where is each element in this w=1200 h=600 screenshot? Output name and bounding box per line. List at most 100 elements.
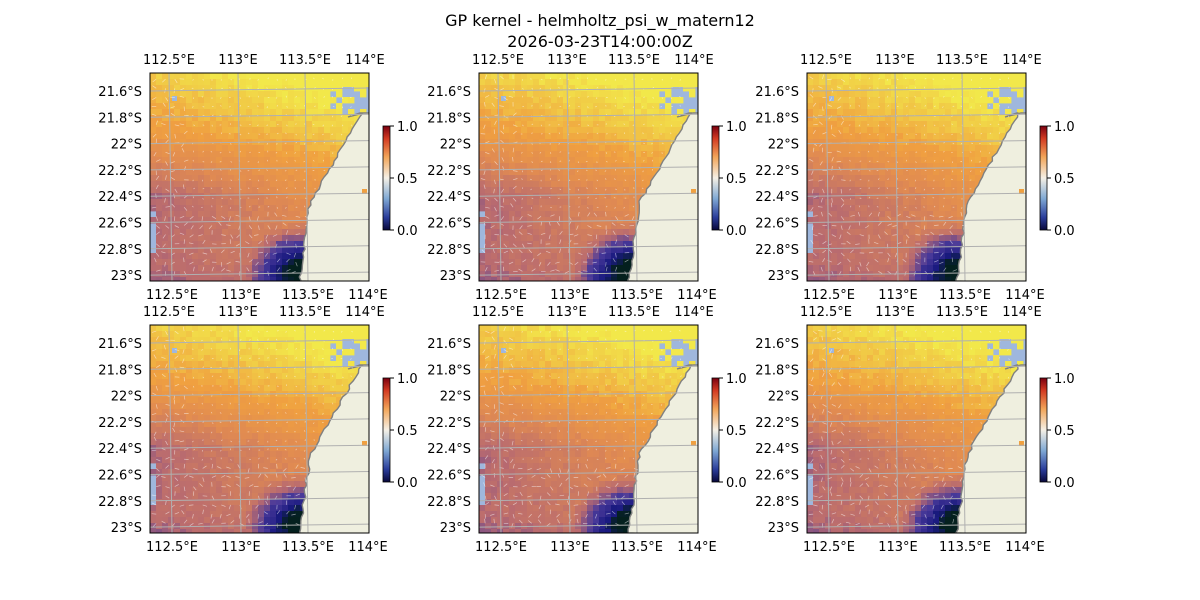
land-mass <box>626 112 698 281</box>
colorbar-tick-label: 1.0 <box>397 120 418 135</box>
quiver-arrows <box>808 329 1011 528</box>
x-tick-label-bottom: 113.5°E <box>939 288 991 303</box>
x-tick-label-bottom: 113.5°E <box>611 540 663 555</box>
x-tick-label-top: 113°E <box>547 305 587 320</box>
x-tick-label-bottom: 114°E <box>677 288 717 303</box>
y-tick-label: 21.8°S <box>427 363 471 378</box>
x-tick-label-top: 113.5°E <box>936 305 988 320</box>
y-tick-label: 22.6°S <box>755 469 799 484</box>
x-tick-label-top: 114°E <box>1002 53 1042 68</box>
x-tick-label-top: 112.5°E <box>472 53 524 68</box>
figure-title: GP kernel - helmholtz_psi_w_matern12 <box>445 11 755 31</box>
x-tick-label-top: 113°E <box>218 305 258 320</box>
marker-square <box>501 96 506 101</box>
x-tick-label-bottom: 113°E <box>550 540 590 555</box>
colorbar-tick-label: 0.0 <box>726 476 747 491</box>
y-tick-label: 22.8°S <box>755 243 799 258</box>
island-marker <box>362 189 367 194</box>
colorbar-tick-label: 0.0 <box>397 476 418 491</box>
x-tick-label-top: 112.5°E <box>800 53 852 68</box>
colorbar-tick-label: 0.5 <box>726 172 747 187</box>
ne-patch <box>983 325 1026 339</box>
map-area <box>479 73 698 281</box>
x-tick-label-bottom: 114°E <box>348 540 388 555</box>
x-tick-label-bottom: 113°E <box>221 540 261 555</box>
marker-square <box>172 348 177 353</box>
colorbar-tick-label: 0.5 <box>1054 424 1075 439</box>
y-tick-label: 23°S <box>440 521 471 536</box>
y-tick-label: 23°S <box>768 521 799 536</box>
x-tick-label-bottom: 113°E <box>878 540 918 555</box>
y-tick-label: 22°S <box>768 390 799 405</box>
map-panel-6: 112.5°E 112.5°E 113°E 113°E 113.5°E 113.5°E 11… <box>755 305 1074 555</box>
y-tick-label: 22.2°S <box>98 416 142 431</box>
island-marker <box>691 189 696 194</box>
y-tick-label: 22.2°S <box>755 416 799 431</box>
colorbar <box>1039 377 1048 483</box>
y-tick-label: 21.8°S <box>98 363 142 378</box>
y-tick-label: 22.4°S <box>755 442 799 457</box>
x-tick-label-top: 114°E <box>345 53 385 68</box>
colorbar <box>382 377 391 483</box>
axes-frame <box>806 324 1027 534</box>
x-tick-label-top: 113°E <box>547 53 587 68</box>
y-tick-label: 22.8°S <box>98 495 142 510</box>
y-tick-label: 22.8°S <box>427 495 471 510</box>
x-tick-label-bottom: 113°E <box>221 288 261 303</box>
y-tick-label: 23°S <box>111 521 142 536</box>
colorbar-tick-label: 1.0 <box>726 120 747 135</box>
map-area <box>807 73 1026 281</box>
land-mass <box>298 364 369 533</box>
colorbar-tick-label: 0.5 <box>397 424 418 439</box>
y-tick-label: 21.6°S <box>755 337 799 352</box>
y-tick-label: 21.6°S <box>98 337 142 352</box>
map-area <box>150 73 369 281</box>
map-area <box>150 325 369 533</box>
x-tick-label-top: 112.5°E <box>800 305 852 320</box>
y-tick-label: 22.4°S <box>98 442 142 457</box>
colorbar-tick-label: 0.5 <box>397 172 418 187</box>
graticule <box>807 73 1026 281</box>
x-tick-label-top: 113°E <box>218 53 258 68</box>
x-tick-label-top: 114°E <box>674 305 714 320</box>
x-tick-label-bottom: 112.5°E <box>146 288 198 303</box>
quiver-arrows <box>151 77 353 276</box>
map-panel-4: 112.5°E 112.5°E 113°E 113°E 113.5°E 113.5°E 11… <box>98 305 417 555</box>
y-tick-label: 22.2°S <box>427 164 471 179</box>
y-tick-label: 22.8°S <box>98 243 142 258</box>
x-tick-label-bottom: 114°E <box>348 288 388 303</box>
x-tick-label-bottom: 112.5°E <box>803 288 855 303</box>
colorbar-tick-label: 1.0 <box>726 372 747 387</box>
ne-patch <box>655 325 698 339</box>
axes-frame <box>149 324 370 534</box>
x-tick-label-top: 113°E <box>875 305 915 320</box>
x-tick-label-top: 113.5°E <box>608 305 660 320</box>
map-panel-3: 112.5°E 112.5°E 113°E 113°E 113.5°E 113.5°E 11… <box>755 53 1074 303</box>
graticule <box>150 73 369 281</box>
axes-frame <box>149 72 370 282</box>
y-tick-label: 23°S <box>440 269 471 284</box>
y-tick-label: 23°S <box>768 269 799 284</box>
x-tick-label-bottom: 113°E <box>550 288 590 303</box>
colorbar-tick-label: 1.0 <box>397 372 418 387</box>
x-tick-label-bottom: 113.5°E <box>939 540 991 555</box>
island-marker <box>1019 189 1024 194</box>
y-tick-label: 22°S <box>768 138 799 153</box>
colorbar-tick-label: 0.0 <box>726 224 747 239</box>
quiver-arrows <box>480 326 683 528</box>
field-cells <box>807 325 1024 533</box>
y-tick-label: 21.8°S <box>755 363 799 378</box>
graticule <box>479 73 698 281</box>
land-mass <box>627 364 698 533</box>
y-tick-label: 22.4°S <box>427 190 471 205</box>
colorbar <box>382 125 391 231</box>
graticule <box>807 325 1026 533</box>
x-tick-label-top: 114°E <box>674 53 714 68</box>
map-panel-5: 112.5°E 112.5°E 113°E 113°E 113.5°E 113.5°E 11… <box>427 305 746 555</box>
island-marker <box>691 441 696 446</box>
map-panel-1: 112.5°E 112.5°E 113°E 113°E 113.5°E 113.5°E 11… <box>98 53 417 303</box>
axes-frame <box>478 72 699 282</box>
y-tick-label: 22.6°S <box>98 217 142 232</box>
y-tick-label: 21.8°S <box>98 111 142 126</box>
